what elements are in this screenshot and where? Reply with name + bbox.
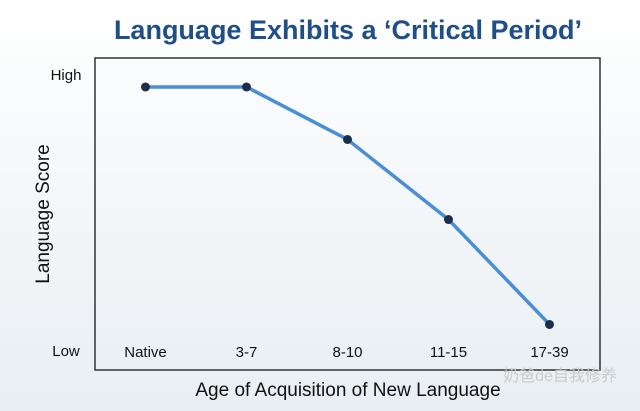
plot-frame <box>94 57 601 371</box>
point <box>545 319 554 329</box>
x-tick-label: 3-7 <box>236 344 258 361</box>
y-tick-label: High <box>51 67 82 84</box>
point <box>444 215 453 225</box>
point <box>343 134 352 144</box>
y-tick-label: Low <box>52 343 80 360</box>
y-axis-label: Language Score <box>33 144 54 283</box>
x-tick-label: 11-15 <box>430 344 467 361</box>
point <box>242 82 251 92</box>
x-axis-label: Age of Acquisition of New Language <box>195 380 500 401</box>
x-tick-label: 17-39 <box>530 344 568 361</box>
chart-title: Language Exhibits a ‘Critical Period’ <box>114 15 582 45</box>
x-tick-label: Native <box>124 344 167 361</box>
watermark: 奶爸de自我修养 <box>503 367 617 385</box>
x-tick-label: 8-10 <box>332 344 362 361</box>
point <box>141 82 150 92</box>
